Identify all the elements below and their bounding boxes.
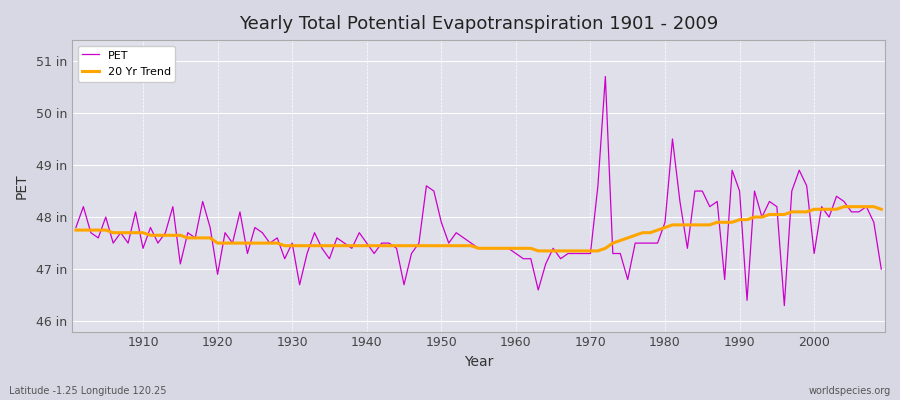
PET — [130, 210, 141, 214]
20 Yr Trend — [839, 204, 850, 209]
20 Yr Trend — [608, 241, 618, 246]
Title: Yearly Total Potential Evapotranspiration 1901 - 2009: Yearly Total Potential Evapotranspiratio… — [239, 15, 718, 33]
20 Yr Trend — [70, 228, 81, 232]
20 Yr Trend — [533, 248, 544, 253]
Text: Latitude -1.25 Longitude 120.25: Latitude -1.25 Longitude 120.25 — [9, 386, 166, 396]
Y-axis label: PET: PET — [15, 173, 29, 199]
X-axis label: Year: Year — [464, 355, 493, 369]
PET — [600, 74, 611, 79]
PET — [339, 241, 350, 246]
20 Yr Trend — [130, 230, 141, 235]
PET — [510, 251, 521, 256]
PET — [608, 251, 618, 256]
PET — [70, 225, 81, 230]
20 Yr Trend — [503, 246, 514, 251]
PET — [294, 282, 305, 287]
20 Yr Trend — [339, 243, 350, 248]
PET — [503, 246, 514, 251]
Line: PET: PET — [76, 76, 881, 306]
Legend: PET, 20 Yr Trend: PET, 20 Yr Trend — [77, 46, 176, 82]
PET — [876, 267, 886, 272]
20 Yr Trend — [876, 207, 886, 212]
20 Yr Trend — [510, 246, 521, 251]
20 Yr Trend — [294, 243, 305, 248]
Text: worldspecies.org: worldspecies.org — [809, 386, 891, 396]
PET — [778, 303, 789, 308]
Line: 20 Yr Trend: 20 Yr Trend — [76, 207, 881, 251]
